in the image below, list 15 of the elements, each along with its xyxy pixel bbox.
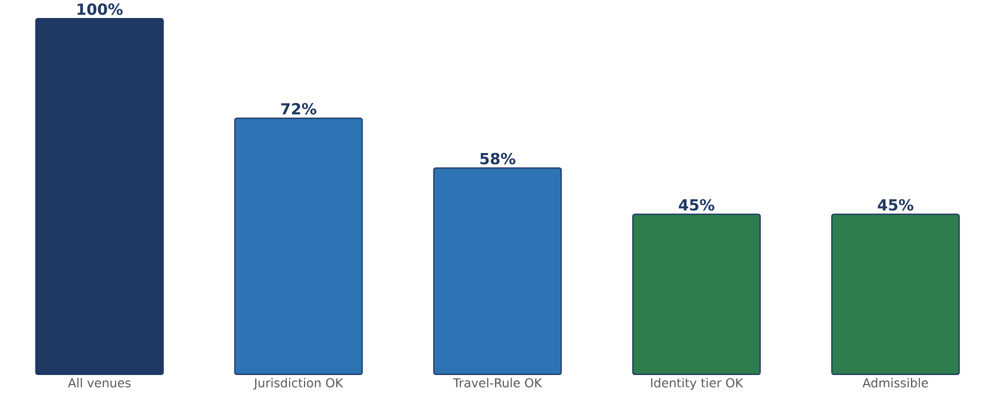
bar	[632, 214, 761, 375]
bar	[35, 18, 164, 375]
x-tick-label: Identity tier OK	[651, 378, 744, 390]
data-label: 100%	[78, 3, 123, 15]
x-tick-label: Admissible	[862, 378, 928, 388]
bar	[433, 167, 562, 375]
x-tick-label: All venues	[68, 378, 131, 388]
bar	[831, 214, 960, 375]
data-label: 45%	[878, 198, 914, 211]
data-label: 72%	[281, 102, 316, 114]
x-tick-label: Travel-Rule OK	[452, 378, 542, 388]
x-tick-label: Jurisdiction OK	[253, 378, 344, 390]
data-label: 58%	[480, 152, 516, 164]
bar	[234, 117, 363, 375]
data-label: 45%	[678, 198, 714, 211]
